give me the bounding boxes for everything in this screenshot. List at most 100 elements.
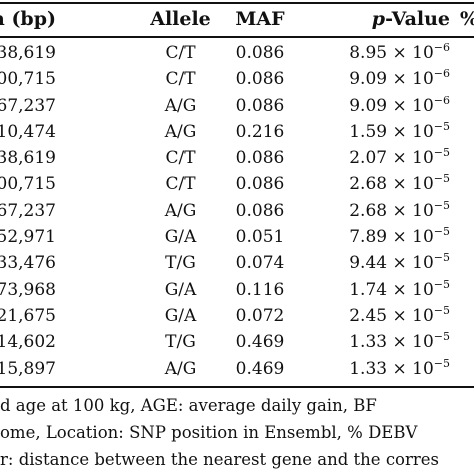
cell-p-value: 8.95 × 10−6 xyxy=(330,40,450,66)
table-row: 67,237 A/G 0.086 9.09 × 10−6 xyxy=(0,93,474,119)
cell-maf: 0.086 xyxy=(235,69,285,90)
header-p-rest: -Value xyxy=(385,8,450,30)
p-value-mantissa: 2.68 × 10 xyxy=(349,174,434,195)
cell-p-value: 2.45 × 10−5 xyxy=(330,303,450,329)
cell-p-value: 2.07 × 10−5 xyxy=(330,145,450,171)
p-value-exponent: −5 xyxy=(433,330,450,344)
cell-p-value: 1.33 × 10−5 xyxy=(330,356,450,382)
table-bottom-rule xyxy=(0,386,474,388)
p-value-exponent: −5 xyxy=(433,303,450,317)
table-row: 00,715 C/T 0.086 2.68 × 10−5 xyxy=(0,171,474,197)
table-row: 38,619 C/T 0.086 2.07 × 10−5 xyxy=(0,145,474,171)
cell-location: 52,971 xyxy=(0,227,56,248)
table-row: 67,237 A/G 0.086 2.68 × 10−5 xyxy=(0,198,474,224)
p-value-mantissa: 9.44 × 10 xyxy=(349,253,434,274)
cell-allele: C/T xyxy=(165,174,196,195)
footnote-line: d age at 100 kg, AGE: average daily gain… xyxy=(0,396,377,415)
header-p-value: p-Value xyxy=(330,3,450,35)
p-value-exponent: −5 xyxy=(433,277,450,291)
cell-location: 533,476 xyxy=(0,253,56,274)
cell-location: 15,897 xyxy=(0,358,56,379)
cell-maf: 0.074 xyxy=(235,253,285,274)
table-footnotes: d age at 100 kg, AGE: average daily gain… xyxy=(0,392,474,473)
cell-allele: T/G xyxy=(165,332,196,353)
table-row: 15,897 A/G 0.469 1.33 × 10−5 xyxy=(0,356,474,382)
footnote-line: r: distance between the nearest gene and… xyxy=(0,450,439,469)
cell-allele: C/T xyxy=(165,148,196,169)
cell-allele: A/G xyxy=(164,200,197,221)
p-value-exponent: −5 xyxy=(433,251,450,265)
cell-allele: C/T xyxy=(165,69,196,90)
cell-p-value: 1.74 × 10−5 xyxy=(330,277,450,303)
p-value-exponent: −6 xyxy=(433,41,450,54)
p-value-exponent: −6 xyxy=(433,67,450,81)
cell-p-value: 2.68 × 10−5 xyxy=(330,198,450,224)
cell-location: 73,968 xyxy=(0,279,56,300)
table-row: 52,971 G/A 0.051 7.89 × 10−5 xyxy=(0,224,474,250)
cell-maf: 0.086 xyxy=(235,174,285,195)
table-row: 38,619 C/T 0.086 8.95 × 10−6 xyxy=(0,40,474,66)
cell-location: 67,237 xyxy=(0,200,56,221)
cell-allele: G/A xyxy=(164,227,197,248)
cell-p-value: 2.68 × 10−5 xyxy=(330,171,450,197)
table-header-row: on (bp) Allele MAF p-Value % xyxy=(0,3,474,35)
p-value-mantissa: 9.09 × 10 xyxy=(349,95,434,116)
table-row: 00,715 C/T 0.086 9.09 × 10−6 xyxy=(0,66,474,92)
cell-allele: A/G xyxy=(164,358,197,379)
cell-maf: 0.216 xyxy=(235,121,285,142)
table-body: 38,619 C/T 0.086 8.95 × 10−6 00,715 C/T 0.086 9… xyxy=(0,40,474,382)
p-value-exponent: −5 xyxy=(433,119,450,133)
p-value-mantissa: 2.68 × 10 xyxy=(349,200,434,221)
table-row: 533,476 T/G 0.074 9.44 × 10−5 xyxy=(0,250,474,276)
cell-location: 38,619 xyxy=(0,43,56,63)
cell-maf: 0.469 xyxy=(235,332,285,353)
cell-location: 67,237 xyxy=(0,95,56,116)
table-row: 14,602 T/G 0.469 1.33 × 10−5 xyxy=(0,329,474,355)
p-value-mantissa: 1.33 × 10 xyxy=(349,358,434,379)
cell-allele: C/T xyxy=(165,43,196,63)
cell-allele: A/G xyxy=(164,95,197,116)
p-value-exponent: −5 xyxy=(433,225,450,239)
cell-allele: G/A xyxy=(164,305,197,326)
cell-maf: 0.086 xyxy=(235,148,285,169)
table-row: 73,968 G/A 0.116 1.74 × 10−5 xyxy=(0,277,474,303)
cell-location: 14,602 xyxy=(0,332,56,353)
p-value-exponent: −5 xyxy=(433,198,450,212)
cell-maf: 0.051 xyxy=(235,227,285,248)
cell-location: 00,715 xyxy=(0,69,56,90)
cell-p-value: 1.59 × 10−5 xyxy=(330,119,450,145)
cell-allele: G/A xyxy=(164,279,197,300)
cell-maf: 0.086 xyxy=(235,200,285,221)
cell-p-value: 9.09 × 10−6 xyxy=(330,66,450,92)
cell-p-value: 7.89 × 10−5 xyxy=(330,224,450,250)
table-row: 10,474 A/G 0.216 1.59 × 10−5 xyxy=(0,119,474,145)
cell-maf: 0.072 xyxy=(235,305,285,326)
cell-location: 10,474 xyxy=(0,121,56,142)
header-percent: % xyxy=(460,3,474,35)
p-value-exponent: −6 xyxy=(433,93,450,107)
p-value-mantissa: 1.59 × 10 xyxy=(349,121,434,142)
p-value-exponent: −5 xyxy=(433,356,450,370)
table-row: 21,675 G/A 0.072 2.45 × 10−5 xyxy=(0,303,474,329)
p-value-mantissa: 9.09 × 10 xyxy=(349,69,434,90)
cell-maf: 0.469 xyxy=(235,358,285,379)
cell-maf: 0.116 xyxy=(235,279,285,300)
cell-p-value: 9.09 × 10−6 xyxy=(330,93,450,119)
p-value-exponent: −5 xyxy=(433,146,450,160)
cell-location: 21,675 xyxy=(0,305,56,326)
cell-allele: T/G xyxy=(165,253,196,274)
header-allele: Allele xyxy=(150,8,211,30)
header-p-italic: p xyxy=(371,8,386,30)
footnote-line: ome, Location: SNP position in Ensembl, … xyxy=(0,423,418,442)
p-value-mantissa: 2.45 × 10 xyxy=(349,305,434,326)
p-value-mantissa: 1.33 × 10 xyxy=(349,332,434,353)
p-value-mantissa: 8.95 × 10 xyxy=(349,43,434,63)
cell-maf: 0.086 xyxy=(235,43,285,63)
cell-allele: A/G xyxy=(164,121,197,142)
header-location: on (bp) xyxy=(0,8,56,30)
p-value-exponent: −5 xyxy=(433,172,450,186)
cell-p-value: 9.44 × 10−5 xyxy=(330,250,450,276)
p-value-mantissa: 7.89 × 10 xyxy=(349,227,434,248)
cell-location: 00,715 xyxy=(0,174,56,195)
cell-p-value: 1.33 × 10−5 xyxy=(330,329,450,355)
